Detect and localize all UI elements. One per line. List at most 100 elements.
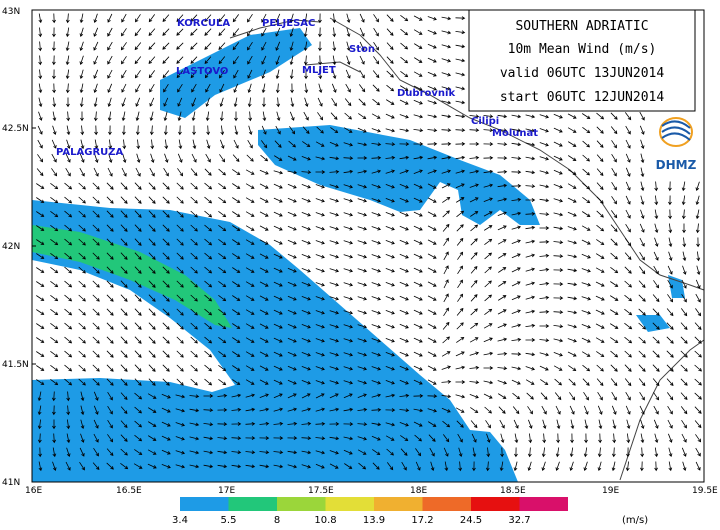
wind-arrow-icon [261, 69, 266, 79]
wind-arrow-icon [470, 308, 478, 316]
wind-arrow-icon [93, 13, 98, 24]
wind-arrow-icon [121, 83, 127, 93]
wind-arrow-icon [247, 83, 252, 94]
wind-arrow-icon [78, 182, 86, 190]
wind-arrow-icon [50, 238, 59, 246]
wind-arrow-icon [695, 461, 701, 471]
wind-arrow-icon [371, 407, 382, 412]
wind-arrow-icon [106, 364, 114, 372]
wind-arrow-icon [499, 461, 504, 472]
wind-arrow-icon [36, 267, 45, 273]
wind-arrow-icon [148, 280, 156, 288]
wind-arrow-icon [694, 406, 702, 414]
wind-arrow-icon [206, 125, 211, 136]
wind-arrow-icon [442, 420, 451, 428]
wind-arrow-icon [107, 97, 112, 108]
wind-arrow-icon [596, 224, 605, 232]
place-label: Cilipi [471, 116, 499, 127]
wind-arrow-icon [93, 69, 99, 79]
wind-arrow-icon [65, 13, 70, 24]
wind-arrow-icon [455, 169, 466, 174]
wind-arrow-icon [498, 406, 506, 414]
wind-arrow-icon [553, 212, 564, 217]
wind-arrow-icon [203, 450, 214, 455]
wind-arrow-icon [245, 337, 255, 343]
wind-arrow-icon [273, 253, 283, 259]
wind-arrow-icon [385, 240, 395, 245]
wind-arrow-icon [262, 97, 266, 108]
wind-arrow-icon [567, 282, 578, 287]
wind-arrow-icon [511, 267, 521, 273]
wind-arrow-icon [218, 378, 227, 386]
wind-arrow-icon [653, 405, 659, 415]
wind-arrow-icon [51, 168, 58, 177]
wind-arrow-icon [525, 170, 536, 175]
wind-arrow-icon [680, 336, 688, 344]
wind-arrow-icon [469, 183, 479, 188]
wind-arrow-icon [64, 308, 73, 316]
wind-arrow-icon [399, 408, 410, 413]
wind-arrow-icon [441, 100, 452, 105]
place-label: Dubrovnik [397, 88, 455, 99]
wind-arrow-icon [413, 183, 423, 189]
wind-arrow-icon [358, 84, 366, 93]
wind-arrow-icon [190, 70, 198, 79]
wind-arrow-icon [38, 69, 43, 80]
wind-arrow-icon [176, 56, 184, 64]
wind-arrow-icon [287, 365, 297, 371]
wind-arrow-icon [287, 295, 297, 301]
wind-arrow-icon [122, 125, 126, 136]
wind-arrow-icon [234, 125, 239, 136]
wind-arrow-icon [106, 462, 114, 470]
wind-arrow-icon [525, 184, 536, 189]
wind-arrow-icon [190, 294, 198, 302]
wind-arrow-icon [668, 181, 672, 192]
wind-arrow-icon [567, 113, 577, 119]
wind-arrow-icon [190, 322, 198, 330]
wind-arrow-icon [595, 323, 605, 329]
wind-arrow-icon [219, 154, 226, 163]
wind-arrow-icon [570, 433, 574, 444]
wind-arrow-icon [190, 210, 198, 218]
wind-arrow-icon [318, 13, 322, 24]
wind-arrow-icon [469, 351, 480, 356]
wind-arrow-icon [511, 170, 522, 174]
wind-arrow-icon [371, 282, 382, 287]
wind-arrow-icon [371, 184, 382, 189]
wind-arrow-icon [150, 153, 155, 164]
wind-arrow-icon [441, 407, 451, 413]
colorbar-threshold-label: 32.7 [508, 515, 530, 526]
wind-arrow-icon [147, 393, 157, 399]
wind-arrow-icon [399, 281, 409, 287]
wind-arrow-icon [427, 239, 437, 245]
wind-arrow-icon [38, 13, 43, 24]
wind-arrow-icon [177, 97, 183, 107]
wind-arrow-icon [259, 239, 269, 245]
wind-arrow-icon [455, 100, 466, 105]
wind-arrow-icon [315, 240, 325, 245]
wind-arrow-icon [695, 195, 700, 206]
wind-arrow-icon [399, 239, 409, 245]
lon-label: 19E [602, 486, 619, 496]
wind-arrow-icon [639, 237, 645, 247]
wind-arrow-icon [567, 324, 578, 329]
wind-arrow-icon [427, 323, 437, 329]
wind-arrow-icon [135, 111, 140, 122]
wind-arrow-icon [357, 268, 368, 273]
wind-arrow-icon [161, 449, 171, 455]
wind-arrow-icon [371, 338, 382, 343]
wind-arrow-icon [680, 350, 688, 358]
wind-arrow-icon [204, 168, 212, 176]
wind-arrow-icon [427, 281, 437, 287]
wind-arrow-icon [343, 127, 353, 133]
wind-arrow-icon [273, 379, 283, 385]
place-label: Ston [349, 44, 375, 55]
wind-arrow-icon [149, 111, 154, 122]
wind-arrow-icon [455, 407, 465, 413]
valid-time: valid 06UTC 13JUN2014 [500, 66, 665, 81]
wind-arrow-icon [343, 380, 354, 385]
wind-arrow-icon [343, 366, 354, 371]
wind-arrow-icon [93, 167, 99, 177]
wind-arrow-icon [357, 198, 368, 203]
